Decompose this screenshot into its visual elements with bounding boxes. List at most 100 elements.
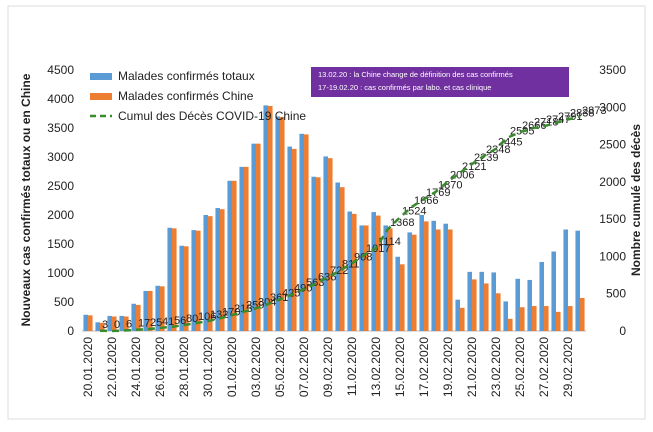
data-label: 80: [186, 313, 198, 325]
data-label: 425: [282, 287, 300, 299]
bar: [424, 221, 429, 331]
bar: [563, 229, 568, 331]
bar: [340, 187, 345, 331]
data-label: 6: [126, 319, 132, 331]
bar: [136, 304, 141, 331]
x-tick-label: 17.02.2020: [417, 337, 431, 397]
x-tick-label: 03.02.2020: [249, 337, 263, 397]
x-tick-label: 19.02.2020: [441, 337, 455, 397]
data-label: 0: [114, 319, 120, 331]
bar: [100, 322, 105, 331]
y2-tick-label: 500: [606, 287, 626, 301]
bar: [527, 279, 532, 331]
legend-label: Cumul des Décès COVID-19 Chine: [118, 109, 306, 123]
data-label: 1870: [438, 180, 462, 192]
bar: [184, 246, 189, 331]
bar: [352, 213, 357, 331]
legend-swatch: [90, 73, 112, 80]
bar: [544, 306, 549, 331]
x-tick-label: 23.02.2020: [489, 337, 503, 397]
y-tick-label: 3000: [47, 150, 74, 164]
data-label: 25: [150, 317, 162, 329]
bar: [191, 230, 196, 331]
data-label: 2873: [582, 105, 606, 117]
data-label: 2121: [462, 161, 486, 173]
x-tick-label: 28.01.2020: [177, 337, 191, 397]
bar: [551, 251, 556, 331]
bar: [124, 316, 129, 331]
bar: [239, 166, 244, 331]
x-tick-label: 07.02.2020: [297, 337, 311, 397]
bar: [316, 177, 321, 331]
annotation: 17-19.02.20 : cas confirmés par labo. et…: [318, 83, 491, 92]
y-tick-label: 4500: [47, 63, 74, 77]
bar: [107, 315, 112, 331]
data-label: 259: [246, 300, 264, 312]
bar: [395, 256, 400, 331]
bar: [364, 225, 369, 331]
bar: [83, 314, 88, 331]
bar: [539, 261, 544, 331]
data-label: 2348: [486, 144, 510, 156]
bar: [388, 228, 393, 331]
bar: [203, 215, 208, 331]
data-label: 1769: [426, 187, 450, 199]
data-label: 2791: [558, 111, 582, 123]
x-tick-label: 15.02.2020: [393, 337, 407, 397]
data-label: 1524: [402, 205, 426, 217]
bar: [167, 227, 172, 331]
bar: [196, 230, 201, 331]
bar: [443, 223, 448, 331]
bar: [508, 318, 513, 331]
y-tick-label: 4000: [47, 92, 74, 106]
bar: [256, 143, 261, 331]
bar: [484, 283, 489, 331]
x-tick-label: 01.02.2020: [225, 337, 239, 397]
bar: [491, 272, 496, 331]
bar: [503, 301, 508, 331]
bar: [263, 105, 268, 331]
x-tick-label: 24.01.2020: [129, 337, 143, 397]
bar: [407, 232, 412, 331]
bar: [460, 307, 465, 331]
x-tick-label: 25.02.2020: [513, 337, 527, 397]
bar: [448, 229, 453, 331]
annotation-box: [311, 67, 569, 97]
bar: [227, 180, 232, 331]
bar: [88, 315, 93, 331]
legend-swatch: [90, 93, 112, 100]
bar: [419, 215, 424, 331]
bar: [455, 299, 460, 331]
bar: [496, 293, 501, 331]
y-tick-label: 2000: [47, 208, 74, 222]
bar: [155, 285, 160, 331]
y-tick-label: 1000: [47, 266, 74, 280]
bar: [148, 290, 153, 331]
x-tick-label: 11.02.2020: [345, 337, 359, 396]
x-tick-label: 05.02.2020: [273, 337, 287, 397]
bar: [467, 271, 472, 331]
data-label: 41: [162, 316, 174, 328]
bar: [376, 215, 381, 331]
bar: [299, 133, 304, 331]
y-tick-label: 3500: [47, 121, 74, 135]
bar: [95, 322, 100, 331]
bar: [251, 143, 256, 331]
data-label: 304: [258, 296, 276, 308]
y2-tick-label: 2000: [599, 175, 626, 189]
y-tick-label: 500: [54, 295, 74, 309]
bar: [412, 234, 417, 331]
bar: [179, 245, 184, 331]
bar: [520, 307, 525, 331]
y2-tick-label: 1000: [599, 249, 626, 263]
bar: [215, 208, 220, 331]
bar: [400, 264, 405, 331]
x-tick-label: 22.01.2020: [105, 337, 119, 397]
data-label: 3: [102, 319, 108, 331]
bar: [208, 216, 213, 331]
bar: [431, 220, 436, 331]
bar: [172, 228, 177, 331]
y-tick-label: 2500: [47, 179, 74, 193]
data-label: 2239: [474, 152, 498, 164]
y2-tick-label: 1500: [599, 212, 626, 226]
